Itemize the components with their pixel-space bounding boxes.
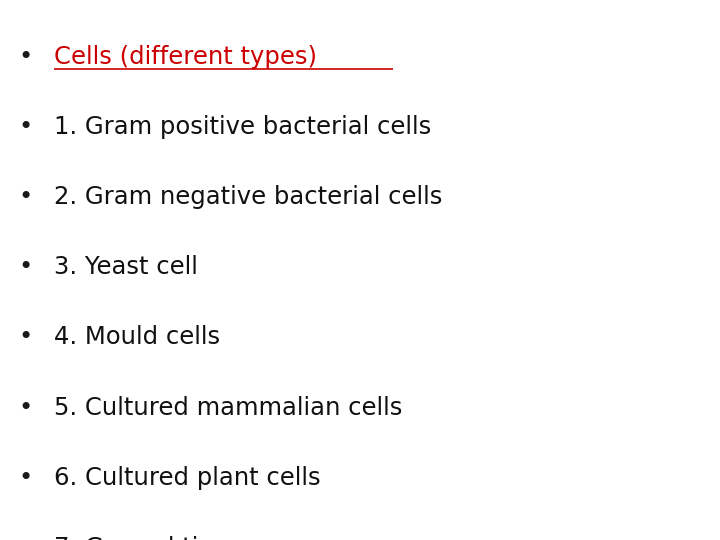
Text: 1. Gram positive bacterial cells: 1. Gram positive bacterial cells — [54, 115, 431, 139]
Text: 5. Cultured mammalian cells: 5. Cultured mammalian cells — [54, 396, 402, 420]
Text: •: • — [18, 326, 32, 349]
Text: 7. Ground tissue: 7. Ground tissue — [54, 536, 254, 540]
Text: •: • — [18, 115, 32, 139]
Text: •: • — [18, 255, 32, 279]
Text: 6. Cultured plant cells: 6. Cultured plant cells — [54, 466, 320, 490]
Text: 4. Mould cells: 4. Mould cells — [54, 326, 220, 349]
Text: •: • — [18, 536, 32, 540]
Text: •: • — [18, 466, 32, 490]
Text: •: • — [18, 185, 32, 209]
Text: 3. Yeast cell: 3. Yeast cell — [54, 255, 198, 279]
Text: Cells (different types): Cells (different types) — [54, 45, 317, 69]
Text: •: • — [18, 396, 32, 420]
Text: •: • — [18, 45, 32, 69]
Text: 2. Gram negative bacterial cells: 2. Gram negative bacterial cells — [54, 185, 442, 209]
